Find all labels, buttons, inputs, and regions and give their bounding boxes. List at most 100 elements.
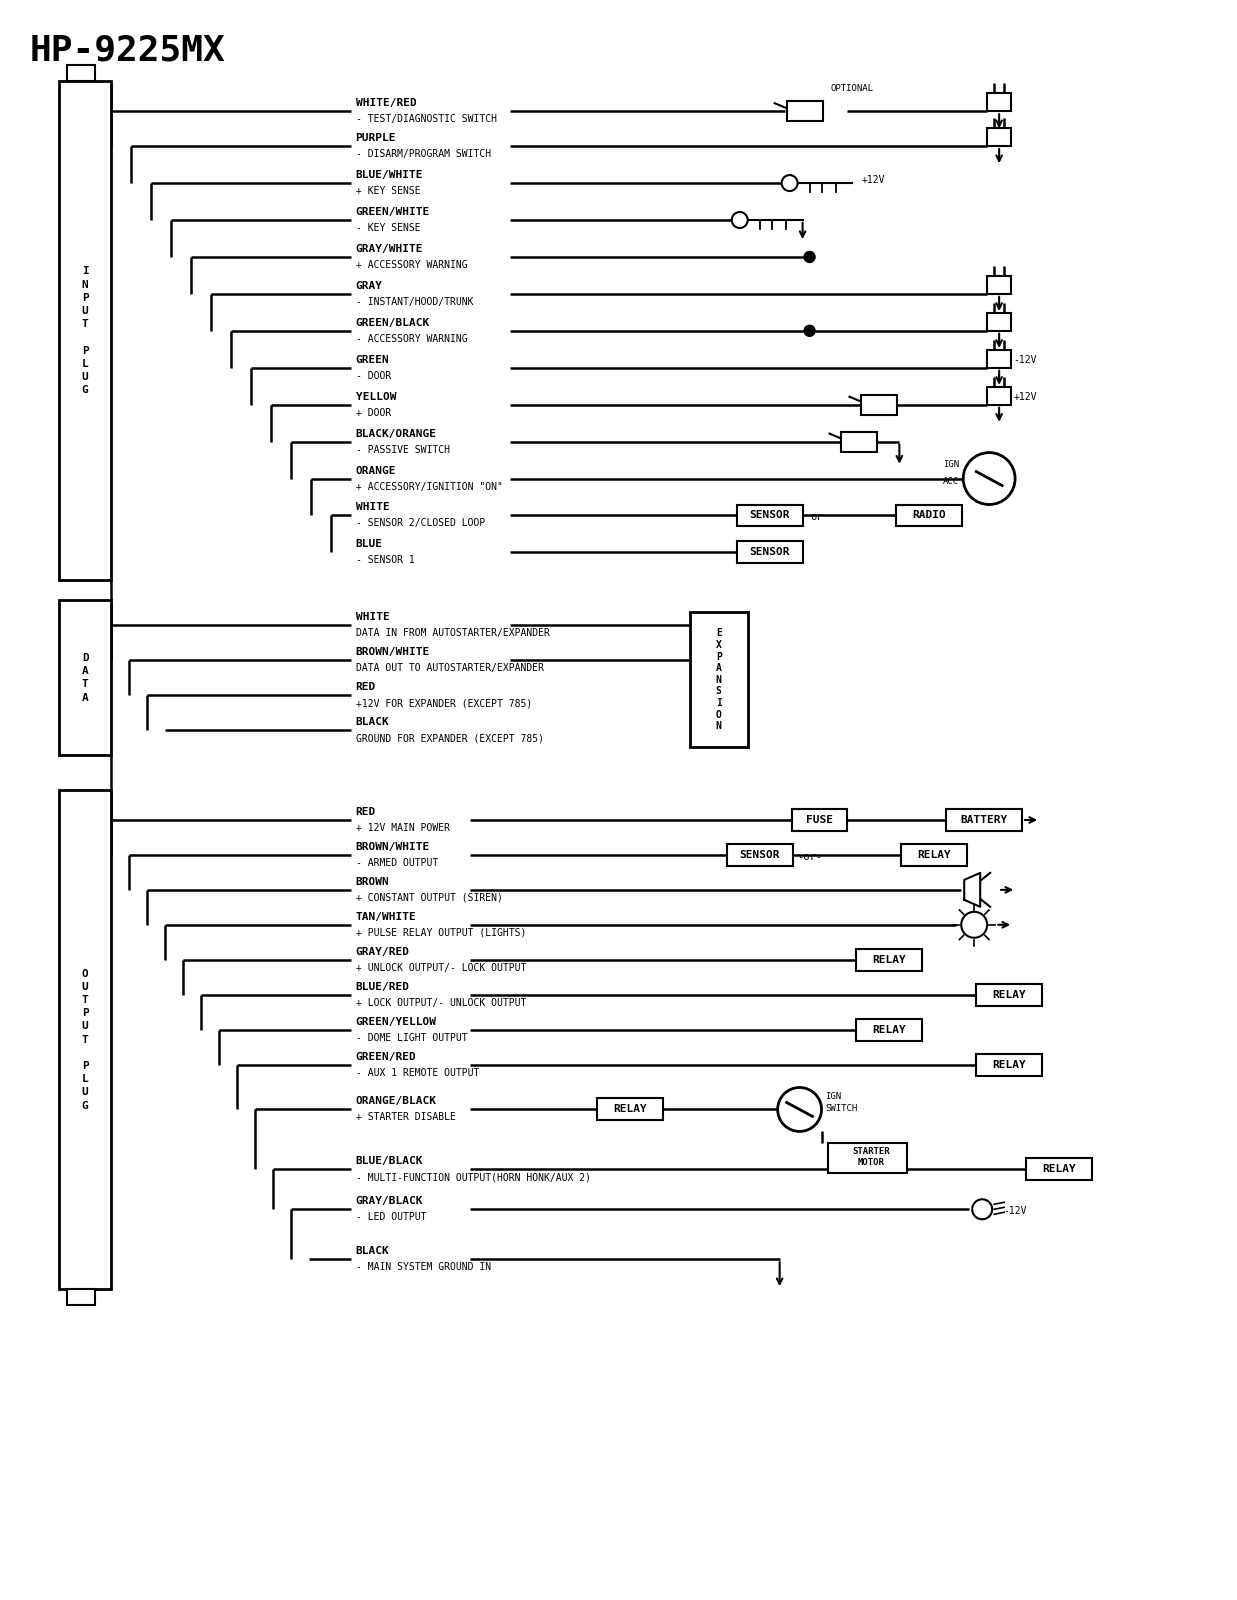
Text: - LED OUTPUT: - LED OUTPUT (355, 1213, 426, 1222)
Text: RELAY: RELAY (918, 850, 951, 859)
Bar (987, 275, 1011, 294)
Text: BLUE/RED: BLUE/RED (355, 982, 409, 992)
Text: + ACCESSORY/IGNITION "ON": + ACCESSORY/IGNITION "ON" (355, 482, 502, 491)
Text: +12V: +12V (1013, 392, 1037, 402)
Text: WHITE: WHITE (355, 613, 390, 622)
Text: STARTER
MOTOR: STARTER MOTOR (852, 1147, 891, 1168)
Text: ORANGE: ORANGE (355, 466, 396, 475)
Text: GREEN: GREEN (355, 355, 390, 365)
Text: RADIO: RADIO (913, 510, 946, 520)
Text: BROWN: BROWN (355, 877, 390, 886)
Text: - SENSOR 1: - SENSOR 1 (355, 555, 414, 565)
Circle shape (972, 1200, 992, 1219)
Polygon shape (964, 874, 980, 907)
Text: RED: RED (355, 682, 376, 693)
Text: - KEY SENSE: - KEY SENSE (355, 222, 421, 234)
Text: BLUE/WHITE: BLUE/WHITE (355, 170, 423, 181)
Bar (976, 1053, 1042, 1075)
Text: WHITE: WHITE (355, 502, 390, 512)
Text: BLUE/BLACK: BLUE/BLACK (355, 1157, 423, 1166)
Text: YELLOW: YELLOW (355, 392, 396, 402)
Text: GRAY: GRAY (355, 282, 382, 291)
Text: - TEST/DIAGNOSTIC SWITCH: - TEST/DIAGNOSTIC SWITCH (355, 114, 496, 125)
Text: - MAIN SYSTEM GROUND IN: - MAIN SYSTEM GROUND IN (355, 1262, 491, 1272)
Text: GREEN/YELLOW: GREEN/YELLOW (355, 1016, 437, 1027)
Text: + DOOR: + DOOR (355, 408, 391, 418)
Text: SWITCH: SWITCH (825, 1104, 857, 1114)
Text: + LOCK OUTPUT/- UNLOCK OUTPUT: + LOCK OUTPUT/- UNLOCK OUTPUT (355, 998, 526, 1008)
Text: + PULSE RELAY OUTPUT (LIGHTS): + PULSE RELAY OUTPUT (LIGHTS) (355, 928, 526, 938)
Text: PURPLE: PURPLE (355, 133, 396, 142)
Text: TAN/WHITE: TAN/WHITE (355, 912, 417, 922)
Text: - DOOR: - DOOR (355, 371, 391, 381)
Text: WHITE/RED: WHITE/RED (355, 98, 417, 109)
Text: +12V FOR EXPANDER (EXCEPT 785): +12V FOR EXPANDER (EXCEPT 785) (355, 698, 532, 709)
Text: + CONSTANT OUTPUT (SIREN): + CONSTANT OUTPUT (SIREN) (355, 893, 502, 902)
Text: ORANGE/BLACK: ORANGE/BLACK (355, 1096, 437, 1107)
Text: HP-9225MX: HP-9225MX (30, 34, 225, 67)
Text: BATTERY: BATTERY (961, 814, 1008, 826)
Text: - ARMED OUTPUT: - ARMED OUTPUT (355, 858, 438, 867)
Text: - MULTI-FUNCTION OUTPUT(HORN HONK/AUX 2): - MULTI-FUNCTION OUTPUT(HORN HONK/AUX 2) (355, 1173, 590, 1182)
Text: GRAY/BLACK: GRAY/BLACK (355, 1197, 423, 1206)
Bar (1025, 1158, 1092, 1181)
Bar (792, 810, 847, 830)
Text: -12V: -12V (1013, 355, 1037, 365)
Bar (902, 843, 967, 866)
Text: E
X
P
A
N
S
I
O
N: E X P A N S I O N (716, 629, 721, 731)
Text: BLUE: BLUE (355, 539, 382, 549)
Text: SENSOR: SENSOR (750, 547, 790, 557)
Bar (987, 314, 1011, 331)
Text: D
A
T
A: D A T A (82, 653, 89, 702)
Text: RELAY: RELAY (872, 1024, 907, 1035)
Text: BLACK/ORANGE: BLACK/ORANGE (355, 429, 437, 438)
Bar (59, 82, 111, 581)
Bar (67, 66, 95, 82)
Text: - AUX 1 REMOTE OUTPUT: - AUX 1 REMOTE OUTPUT (355, 1067, 479, 1077)
Bar (861, 395, 897, 414)
Text: RELAY: RELAY (872, 955, 907, 965)
Text: - PASSIVE SWITCH: - PASSIVE SWITCH (355, 445, 449, 454)
Text: or: or (810, 512, 823, 523)
Text: - INSTANT/HOOD/TRUNK: - INSTANT/HOOD/TRUNK (355, 298, 473, 307)
Text: + UNLOCK OUTPUT/- LOCK OUTPUT: + UNLOCK OUTPUT/- LOCK OUTPUT (355, 963, 526, 973)
Bar (59, 790, 111, 1290)
Text: RELAY: RELAY (1042, 1165, 1076, 1174)
Text: OPTIONAL: OPTIONAL (830, 85, 873, 93)
Text: GRAY/RED: GRAY/RED (355, 947, 409, 957)
Text: + KEY SENSE: + KEY SENSE (355, 186, 421, 197)
Bar (690, 613, 747, 747)
Text: RELAY: RELAY (992, 990, 1025, 1000)
Text: - ACCESSORY WARNING: - ACCESSORY WARNING (355, 334, 468, 344)
Bar (787, 101, 823, 122)
Text: - DOME LIGHT OUTPUT: - DOME LIGHT OUTPUT (355, 1032, 468, 1043)
Text: BLACK: BLACK (355, 717, 390, 726)
Text: I
N
P
U
T
 
P
L
U
G: I N P U T P L U G (82, 267, 89, 395)
Bar (737, 504, 803, 526)
Text: BROWN/WHITE: BROWN/WHITE (355, 648, 429, 658)
Text: DATA IN FROM AUTOSTARTER/EXPANDER: DATA IN FROM AUTOSTARTER/EXPANDER (355, 629, 549, 638)
Bar (59, 600, 111, 755)
Circle shape (804, 251, 815, 262)
Text: IGN: IGN (943, 459, 959, 469)
Text: ACC: ACC (943, 477, 959, 485)
Circle shape (778, 1088, 821, 1131)
Bar (987, 350, 1011, 368)
Text: GROUND FOR EXPANDER (EXCEPT 785): GROUND FOR EXPANDER (EXCEPT 785) (355, 733, 543, 742)
Text: + STARTER DISABLE: + STARTER DISABLE (355, 1112, 455, 1123)
Circle shape (782, 174, 798, 190)
Text: +12V: +12V (861, 174, 884, 186)
Bar (946, 810, 1022, 830)
Bar (856, 1019, 923, 1040)
Bar (737, 541, 803, 563)
Circle shape (964, 453, 1016, 504)
Bar (897, 504, 962, 526)
Text: GRAY/WHITE: GRAY/WHITE (355, 243, 423, 254)
Bar (67, 1290, 95, 1306)
Text: SENSOR: SENSOR (750, 510, 790, 520)
Bar (841, 432, 877, 451)
Bar (856, 949, 923, 971)
Text: + ACCESSORY WARNING: + ACCESSORY WARNING (355, 259, 468, 270)
Text: GREEN/BLACK: GREEN/BLACK (355, 318, 429, 328)
Bar (727, 843, 793, 866)
